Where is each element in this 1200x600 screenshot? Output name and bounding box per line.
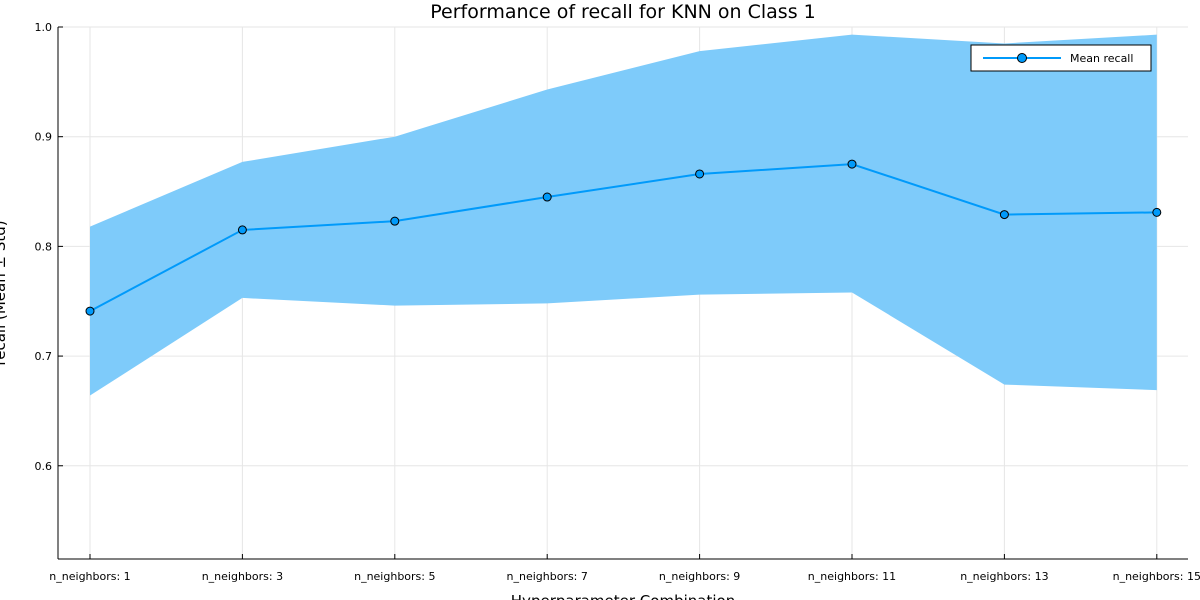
y-tick-label: 0.9 bbox=[35, 131, 53, 144]
x-axis-title: Hyperparameter Combination bbox=[511, 592, 735, 600]
x-tick-label: n_neighbors: 15 bbox=[1113, 570, 1200, 583]
mean-recall-point bbox=[999, 210, 1009, 220]
mean-recall-line bbox=[89, 163, 1157, 312]
x-tick-label: n_neighbors: 7 bbox=[507, 570, 588, 583]
mean-recall-point bbox=[85, 306, 95, 316]
mean-recall-point bbox=[1152, 207, 1162, 217]
y-tick-label: 0.7 bbox=[35, 350, 53, 363]
legend-marker-swatch bbox=[1017, 53, 1027, 63]
mean-recall-point bbox=[237, 225, 247, 235]
x-tick-label: n_neighbors: 9 bbox=[659, 570, 740, 583]
x-tick-label: n_neighbors: 13 bbox=[960, 570, 1048, 583]
chart-title: Performance of recall for KNN on Class 1 bbox=[430, 1, 815, 23]
mean-recall-point bbox=[542, 192, 552, 202]
y-tick-label: 0.8 bbox=[35, 240, 53, 253]
y-axis-title: recall (Mean ± Std) bbox=[0, 220, 9, 365]
axis-layer bbox=[57, 27, 1188, 560]
std-band bbox=[90, 34, 1157, 396]
legend: Mean recall bbox=[970, 44, 1152, 72]
mean-recall-point bbox=[390, 216, 400, 226]
y-tick-label: 1.0 bbox=[35, 21, 53, 34]
y-tick-label: 0.6 bbox=[35, 460, 53, 473]
mean-line-layer bbox=[85, 159, 1162, 316]
legend-label-mean-recall: Mean recall bbox=[1070, 52, 1133, 65]
mean-recall-point bbox=[695, 169, 705, 179]
tick-label-layer: n_neighbors: 1 n_neighbors: 3 n_neighbors:… bbox=[35, 21, 1200, 583]
x-tick-label: n_neighbors: 11 bbox=[808, 570, 896, 583]
std-band-layer bbox=[90, 34, 1157, 396]
x-tick-label: n_neighbors: 1 bbox=[49, 570, 130, 583]
x-tick-label: n_neighbors: 5 bbox=[354, 570, 435, 583]
mean-recall-point bbox=[847, 159, 857, 169]
x-tick-label: n_neighbors: 3 bbox=[202, 570, 283, 583]
